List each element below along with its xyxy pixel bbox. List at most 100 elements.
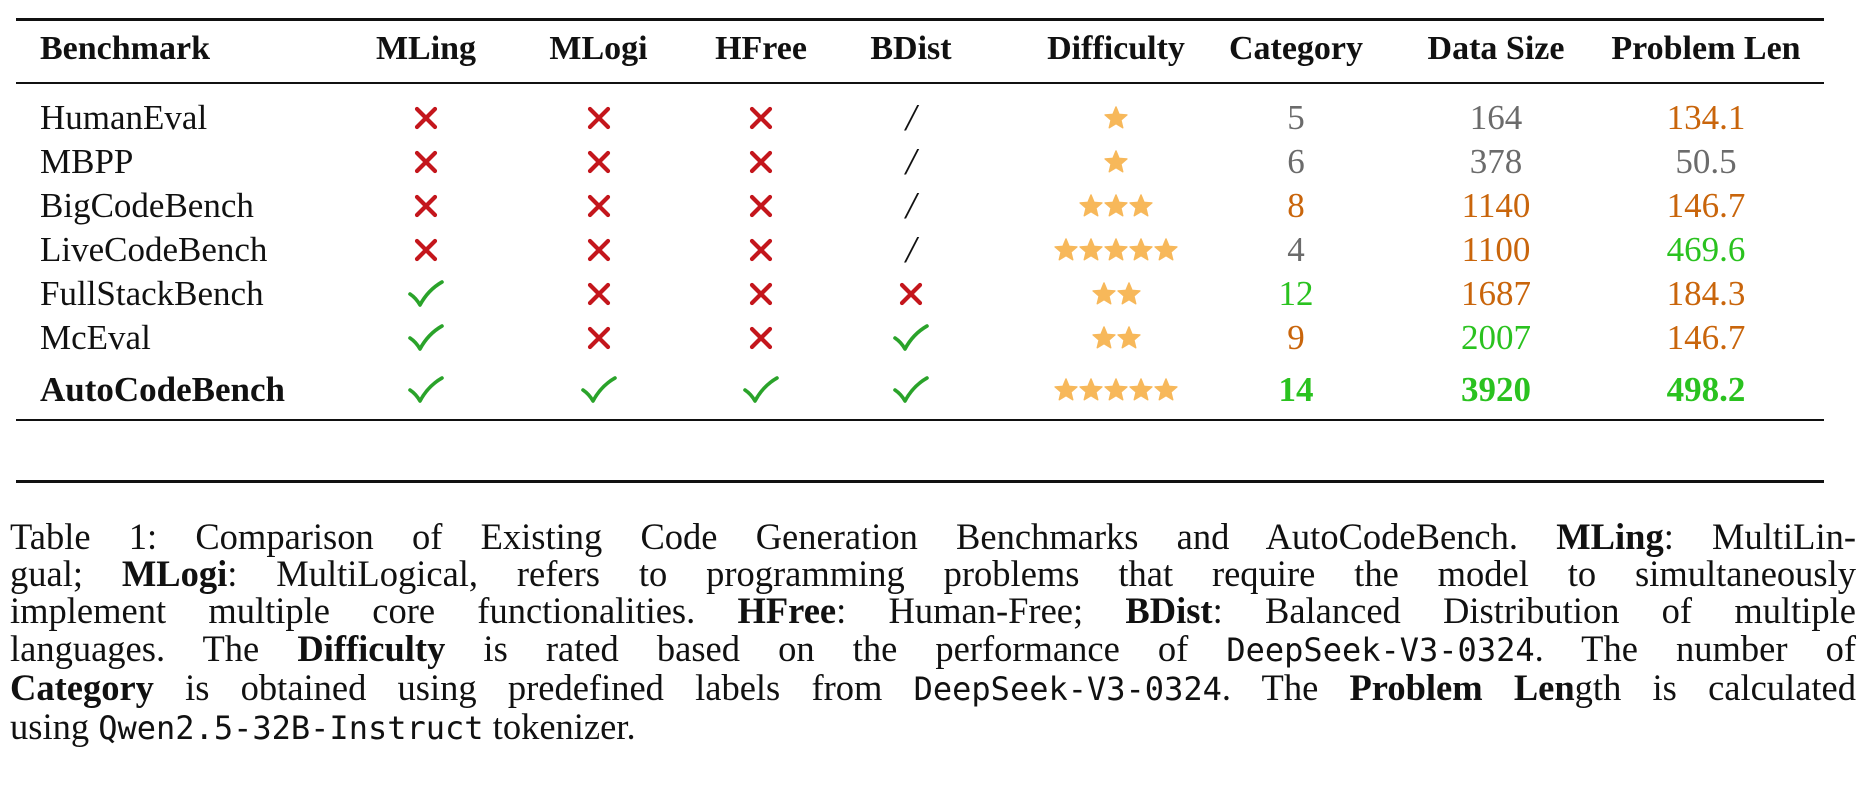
- separator-rule: [16, 419, 1824, 421]
- caption-term-bdist: BDist: [1125, 590, 1213, 632]
- caption-text: : Human-Free;: [836, 590, 1126, 632]
- table-caption: Table 1: Comparison of Existing Code Gen…: [10, 518, 1856, 747]
- category-value: 9: [1287, 318, 1305, 357]
- difficulty-stars: [991, 180, 1241, 232]
- data-size-value: 1100: [1461, 230, 1531, 269]
- bottom-rule: [16, 480, 1824, 483]
- caption-line-4: languages. The Difficulty is rated based…: [10, 630, 1856, 669]
- caption-text: Table 1: Comparison of Existing Code Gen…: [10, 516, 1557, 557]
- header-rule: [16, 82, 1824, 84]
- caption-line-1: Table 1: Comparison of Existing Code Gen…: [10, 518, 1856, 555]
- star-icon: [1054, 378, 1078, 401]
- cross-icon: [361, 92, 491, 144]
- caption-term-category: Category: [10, 666, 154, 708]
- table-row: AutoCodeBench 14 3920 498.2: [16, 364, 1824, 416]
- header-data-size: Data Size: [1427, 30, 1565, 67]
- data-size-value: 1140: [1461, 186, 1531, 225]
- benchmark-name: BigCodeBench: [40, 186, 254, 225]
- problem-len-value: 469.6: [1666, 230, 1746, 269]
- check-icon: [686, 364, 836, 416]
- caption-text: gth is calculated: [1574, 666, 1856, 708]
- benchmark-name: MBPP: [40, 142, 134, 181]
- caption-line-6: using Qwen2.5-32B-Instruct tokenizer.: [10, 708, 1856, 747]
- not-applicable-slash: /: [905, 97, 917, 139]
- caption-line-5: Category is obtained using predefined la…: [10, 669, 1856, 708]
- data-size-value: 164: [1469, 98, 1523, 137]
- star-icon: [1104, 238, 1128, 261]
- cross-icon: [526, 136, 671, 188]
- top-rule: [16, 18, 1824, 21]
- star-icon: [1079, 194, 1103, 217]
- benchmark-name: HumanEval: [40, 98, 208, 137]
- star-icon: [1104, 194, 1128, 217]
- star-icon: [1054, 238, 1078, 261]
- table-row: MBPP / 6 378 50.5: [16, 136, 1824, 188]
- star-icon: [1079, 238, 1103, 261]
- difficulty-stars: [991, 268, 1241, 320]
- check-icon: [361, 312, 491, 364]
- difficulty-stars: [991, 312, 1241, 364]
- problem-len-value: 498.2: [1666, 370, 1746, 409]
- star-icon: [1104, 378, 1128, 401]
- difficulty-stars: [991, 92, 1241, 144]
- table-row: BigCodeBench / 8 1140 146.7: [16, 180, 1824, 232]
- header-benchmark: Benchmark: [40, 30, 210, 67]
- not-applicable-slash: /: [905, 185, 917, 227]
- star-icon: [1104, 150, 1128, 173]
- problem-len-value: 134.1: [1666, 98, 1746, 137]
- category-value: 6: [1287, 142, 1305, 181]
- caption-line-3: implement multiple core functionalities.…: [10, 592, 1856, 629]
- caption-model-name: DeepSeek-V3-0324: [913, 669, 1222, 708]
- header-row: Benchmark MLing MLogi HFree BDist Diffic…: [16, 23, 1824, 75]
- category-value: 4: [1287, 230, 1305, 269]
- header-difficulty: Difficulty: [1047, 30, 1185, 67]
- caption-text: is rated based on the performance of: [445, 627, 1227, 669]
- table-row: McEval 9 2007 146.7: [16, 312, 1824, 364]
- star-icon: [1104, 106, 1128, 129]
- data-size-value: 3920: [1461, 370, 1531, 409]
- benchmark-name: LiveCodeBench: [40, 230, 268, 269]
- cross-icon: [686, 136, 836, 188]
- data-size-value: 1687: [1461, 274, 1531, 313]
- category-value: 14: [1278, 370, 1314, 409]
- caption-term-difficulty: Difficulty: [297, 627, 446, 669]
- caption-text: : MultiLin-: [1663, 516, 1857, 557]
- caption-text: . The number of: [1534, 627, 1856, 669]
- check-icon: [361, 364, 491, 416]
- cross-icon: [686, 180, 836, 232]
- caption-text: . The: [1221, 666, 1350, 708]
- cross-icon: [686, 268, 836, 320]
- caption-text: languages. The: [10, 627, 298, 669]
- caption-tokenizer-name: Qwen2.5-32B-Instruct: [98, 709, 484, 748]
- cross-icon: [686, 92, 836, 144]
- caption-text: : Balanced Distribution of multiple: [1212, 590, 1856, 632]
- check-icon: [836, 312, 986, 364]
- star-icon: [1154, 238, 1178, 261]
- caption-model-name: DeepSeek-V3-0324: [1226, 630, 1535, 669]
- caption-term-problem-len: Problem Len: [1349, 666, 1575, 708]
- category-value: 5: [1287, 98, 1305, 137]
- header-problem-len: Problem Len: [1611, 30, 1801, 67]
- benchmark-name: FullStackBench: [40, 274, 264, 313]
- star-icon: [1091, 282, 1116, 305]
- check-icon: [361, 268, 491, 320]
- caption-text: is obtained using predefined labels from: [153, 666, 914, 708]
- caption-term-hfree: HFree: [737, 590, 837, 632]
- difficulty-stars: [991, 136, 1241, 188]
- caption-text: implement multiple core functionalities.: [10, 590, 738, 632]
- cross-icon: [526, 92, 671, 144]
- benchmark-name: McEval: [40, 318, 151, 357]
- problem-len-value: 50.5: [1675, 142, 1737, 181]
- header-hfree: HFree: [715, 30, 807, 67]
- caption-line-2: gual; MLogi: MultiLogical, refers to pro…: [10, 555, 1856, 592]
- benchmark-name: AutoCodeBench: [40, 370, 286, 409]
- star-icon: [1129, 238, 1153, 261]
- caption-term-mling: MLing: [1556, 516, 1664, 557]
- table-row: LiveCodeBench / 4 1100 469.6: [16, 224, 1824, 276]
- header-category: Category: [1228, 30, 1364, 67]
- cross-icon: [526, 224, 671, 276]
- cross-icon: [836, 268, 986, 320]
- data-size-value: 378: [1469, 142, 1523, 181]
- header-mlogi: MLogi: [549, 30, 648, 67]
- data-size-value: 2007: [1461, 318, 1531, 357]
